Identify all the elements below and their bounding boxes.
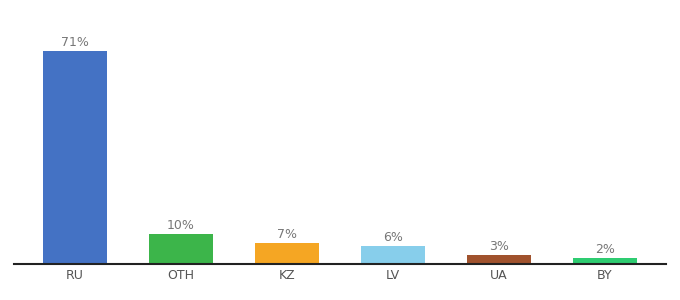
Text: 6%: 6%: [383, 231, 403, 244]
Bar: [467, 255, 531, 264]
Text: 10%: 10%: [167, 219, 195, 232]
Bar: [573, 258, 636, 264]
Text: 3%: 3%: [489, 240, 509, 253]
Bar: [44, 51, 107, 264]
Bar: [361, 246, 425, 264]
Bar: [149, 234, 213, 264]
Text: 7%: 7%: [277, 228, 297, 241]
Text: 2%: 2%: [595, 243, 615, 256]
Text: 71%: 71%: [61, 36, 89, 49]
Bar: [255, 243, 319, 264]
